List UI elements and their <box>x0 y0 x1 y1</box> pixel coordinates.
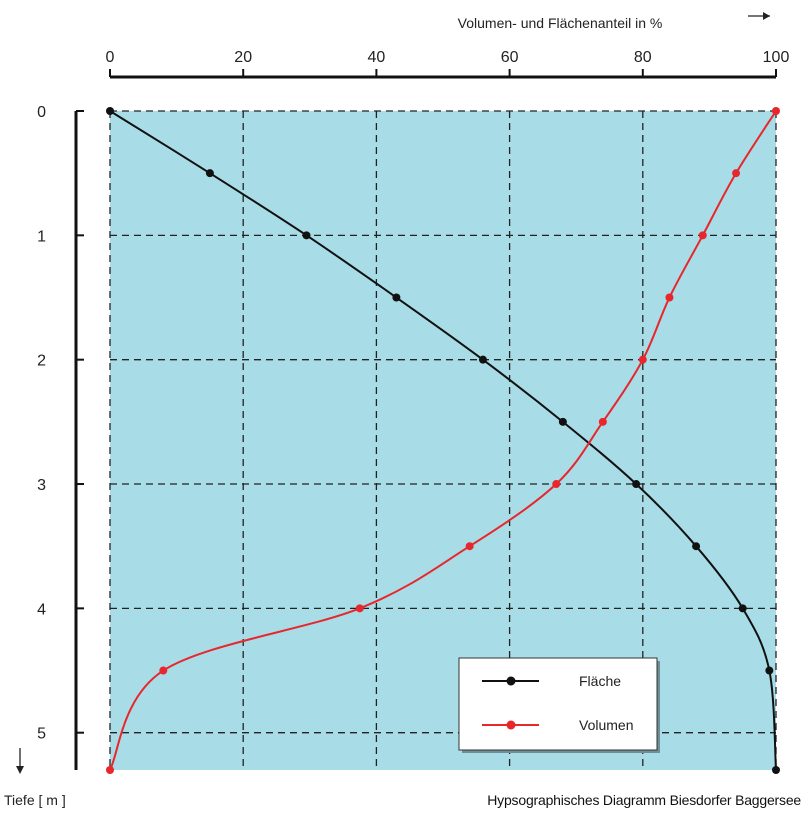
data-point-volumen <box>732 169 741 178</box>
series-volumen <box>106 107 780 774</box>
data-point-flaeche <box>302 231 311 240</box>
y-tick-label: 2 <box>37 353 46 370</box>
y-tick-label: 0 <box>37 104 46 121</box>
plot-background <box>110 111 776 770</box>
data-point-volumen <box>106 766 114 774</box>
data-point-volumen <box>665 293 674 302</box>
x-tick-label: 80 <box>634 49 652 66</box>
series-layer <box>106 107 780 774</box>
legend: Fläche Volumen <box>458 657 660 753</box>
data-point-flaeche <box>738 604 747 613</box>
data-point-volumen <box>698 231 707 240</box>
depth-axis-title: Tiefe [ m ] <box>4 792 66 808</box>
data-point-volumen <box>552 480 561 489</box>
x-tick-label: 0 <box>106 49 115 66</box>
data-point-flaeche <box>392 293 401 302</box>
x-tick-label: 60 <box>501 49 519 66</box>
data-point-volumen <box>598 417 607 426</box>
data-point-flaeche <box>632 480 641 489</box>
data-point-volumen <box>159 666 168 675</box>
data-point-volumen <box>355 604 364 613</box>
top-axis: 0 20 40 60 80 100 <box>106 49 790 79</box>
legend-box <box>458 657 658 751</box>
right-arrow-icon <box>748 12 770 20</box>
down-arrow-head <box>16 766 24 774</box>
series-line-flaeche <box>109 110 777 771</box>
top-axis-title: Volumen- und Flächenanteil in % <box>458 15 663 31</box>
right-arrow-head <box>763 12 770 20</box>
data-point-flaeche <box>106 107 114 115</box>
series-flaeche <box>106 107 780 774</box>
data-point-volumen <box>772 107 780 115</box>
y-tick-label: 3 <box>37 477 46 494</box>
x-tick-label: 40 <box>368 49 386 66</box>
data-point-flaeche <box>765 666 774 675</box>
data-point-volumen <box>638 355 647 364</box>
x-tick-label: 100 <box>763 49 790 66</box>
y-tick-label: 5 <box>37 726 46 743</box>
data-point-flaeche <box>692 542 701 551</box>
legend-marker-flaeche <box>506 676 516 686</box>
data-point-flaeche <box>478 355 487 364</box>
data-point-flaeche <box>558 417 567 426</box>
data-point-volumen <box>465 542 474 551</box>
chart-caption: Hypsographisches Diagramm Biesdorfer Bag… <box>487 792 801 808</box>
down-arrow-icon <box>16 748 24 774</box>
legend-label-flaeche: Fläche <box>579 673 621 689</box>
left-axis: 0 1 2 3 4 5 <box>37 104 84 770</box>
data-point-flaeche <box>772 766 780 774</box>
grid-lines <box>109 110 777 770</box>
data-point-flaeche <box>205 169 214 178</box>
y-tick-label: 4 <box>37 601 46 618</box>
legend-marker-volumen <box>506 720 516 730</box>
legend-label-volumen: Volumen <box>579 717 633 733</box>
x-tick-label: 20 <box>234 49 252 66</box>
y-tick-label: 1 <box>37 228 46 245</box>
